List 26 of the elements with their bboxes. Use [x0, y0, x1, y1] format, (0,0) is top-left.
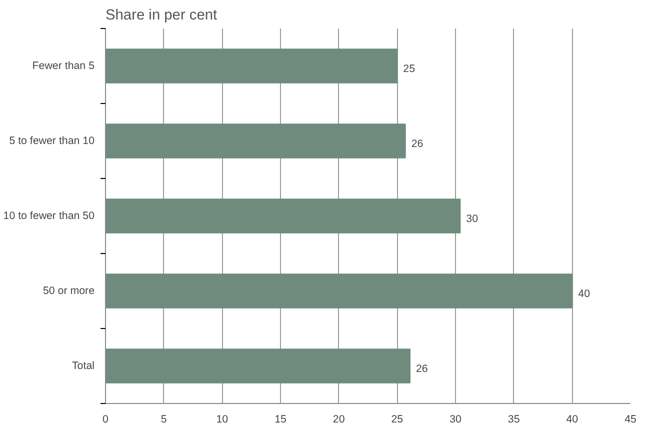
- x-tick-label: 0: [102, 414, 109, 426]
- x-tick-label: 25: [391, 414, 404, 426]
- bar: [106, 198, 461, 234]
- bar: [106, 274, 573, 308]
- x-tick-label: 40: [566, 414, 578, 426]
- bar: [106, 124, 406, 158]
- x-tick-label: 10: [216, 414, 228, 426]
- data-label: 26: [411, 138, 424, 150]
- chart-title: Share in per cent: [106, 8, 218, 24]
- x-tick-label: 15: [274, 414, 286, 426]
- bar: [106, 48, 398, 84]
- y-tick-label: 5 to fewer than 10: [9, 135, 95, 147]
- x-tick-label: 45: [624, 414, 636, 426]
- data-label: 26: [416, 363, 428, 375]
- data-label: 25: [403, 63, 416, 75]
- data-label: 30: [466, 213, 478, 225]
- x-tick-label: 30: [450, 414, 462, 426]
- bar: [106, 348, 410, 384]
- x-tick-label: 35: [508, 414, 520, 426]
- x-tick-label: 5: [160, 414, 167, 426]
- data-label: 40: [578, 288, 590, 300]
- y-tick-label: 10 to fewer than 50: [3, 210, 95, 222]
- y-tick-label: 50 or more: [42, 285, 95, 297]
- y-tick-label: Fewer than 5: [32, 60, 95, 72]
- y-tick-label: Total: [72, 360, 95, 372]
- x-tick-label: 20: [332, 414, 345, 426]
